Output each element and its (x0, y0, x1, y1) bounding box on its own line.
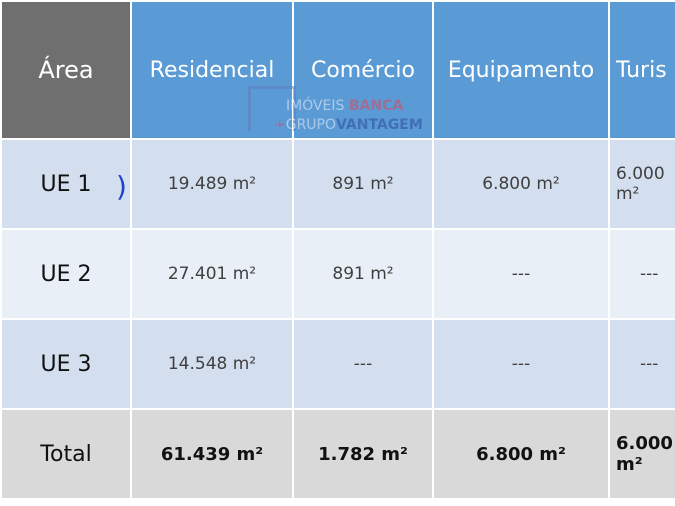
row-label: UE 3 (0, 318, 132, 410)
table-cell: 6.800 m² (432, 408, 610, 500)
header-residencial: Residencial (130, 0, 294, 140)
row-label: UE 2 (0, 228, 132, 320)
watermark-line-1: IMÓVEIS BANCA (286, 98, 404, 114)
table-cell: 61.439 m² (130, 408, 294, 500)
watermark-logo: IMÓVEIS BANCA +GRUPOVANTAGEM (248, 86, 423, 138)
table-row: UE 2 27.401 m² 891 m² --- --- (0, 228, 675, 320)
total-row: Total 61.439 m² 1.782 m² 6.800 m² 6.000 … (0, 408, 675, 500)
pen-annotation: ) (116, 170, 127, 203)
table-row: UE 1 19.489 m² 891 m² 6.800 m² 6.000 m² (0, 138, 675, 230)
header-row: Área Residencial Comércio Equipamento Tu… (0, 0, 675, 140)
table-cell: 1.782 m² (292, 408, 434, 500)
table-cell: 891 m² (292, 138, 434, 230)
table-cell: 6.800 m² (432, 138, 610, 230)
row-label: Total (0, 408, 132, 500)
table-cell: 27.401 m² (130, 228, 294, 320)
watermark-line-2: +GRUPOVANTAGEM (274, 117, 423, 133)
table-cell: 14.548 m² (130, 318, 294, 410)
table-cell: --- (432, 318, 610, 410)
table-cell: --- (432, 228, 610, 320)
table-cell: 891 m² (292, 228, 434, 320)
table-cell: 6.000 m² (608, 408, 675, 500)
header-area: Área (0, 0, 132, 140)
table-cell: 19.489 m² (130, 138, 294, 230)
header-turismo: Turis (608, 0, 675, 140)
row-label: UE 1 (0, 138, 132, 230)
table-cell: 6.000 m² (608, 138, 675, 230)
table-cell: --- (292, 318, 434, 410)
table-row: UE 3 14.548 m² --- --- --- (0, 318, 675, 410)
table-cell: --- (608, 228, 675, 320)
logo-frame (248, 86, 296, 131)
header-equipamento: Equipamento (432, 0, 610, 140)
header-comercio: Comércio (292, 0, 434, 140)
table-cell: --- (608, 318, 675, 410)
